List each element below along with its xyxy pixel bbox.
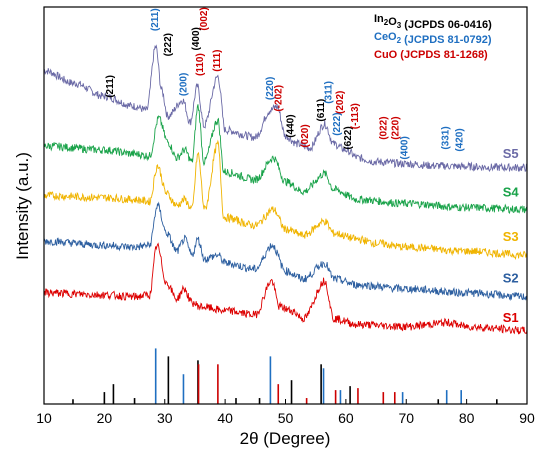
- peak-label: (200): [179, 73, 190, 96]
- peak-label: (-113): [350, 103, 361, 129]
- sample-labels: S5 S4 S3 S2 S1: [503, 146, 520, 325]
- x-tick-label: 70: [398, 410, 414, 426]
- peak-labels: (211)(211)(222)(200)(400)(002)(110) (111)…: [105, 7, 466, 159]
- peak-label: (022): [378, 116, 389, 139]
- legend-entry: In2O3 (JCPDS 06-0416): [374, 13, 492, 31]
- sample-label-s2: S2: [503, 271, 519, 286]
- sample-label-s5: S5: [503, 146, 519, 161]
- series-layer: [43, 44, 528, 335]
- series-line-s4: [43, 104, 528, 214]
- x-tick-label: 30: [157, 410, 173, 426]
- x-tick-label: 80: [459, 410, 475, 426]
- legend: In2O3 (JCPDS 06-0416)CeO2 (JCPDS 81-0792…: [368, 8, 526, 62]
- sample-label-s1: S1: [503, 310, 519, 325]
- peak-label: (331): [441, 126, 452, 149]
- peak-label: (202): [335, 91, 346, 114]
- peak-label: (111): [212, 49, 223, 71]
- reference-lines: [72, 348, 498, 404]
- x-tick-label: 90: [519, 410, 535, 426]
- sample-label-s3: S3: [503, 229, 519, 244]
- peak-label: (110): [195, 53, 206, 76]
- peak-label: (220): [265, 77, 276, 100]
- peak-label: (420): [455, 128, 466, 151]
- peak-label: (002): [199, 7, 210, 30]
- peak-label: (311): [324, 81, 335, 104]
- x-ticks: 10 20 30 40 50 60 70 80 90: [36, 399, 535, 426]
- series-line-s2: [43, 201, 528, 302]
- x-axis-title: 2θ (Degree): [240, 429, 331, 448]
- x-tick-label: 10: [36, 410, 52, 426]
- peak-label: (211): [150, 8, 161, 31]
- peak-label: (622): [343, 126, 354, 149]
- series-line-s3: [43, 139, 528, 261]
- x-tick-label: 50: [278, 410, 294, 426]
- series-line-s1: [43, 242, 528, 335]
- x-tick-label: 60: [338, 410, 354, 426]
- x-tick-label: 20: [97, 410, 113, 426]
- sample-label-s4: S4: [503, 184, 520, 199]
- peak-label: (211): [105, 75, 116, 98]
- peak-label: (-202): [273, 85, 284, 112]
- peak-label: (440): [285, 114, 296, 137]
- legend-entry: CuO (JCPDS 81-1268): [374, 49, 488, 61]
- legend-entry: CeO2 (JCPDS 81-0792): [374, 31, 492, 46]
- x-tick-label: 40: [217, 410, 233, 426]
- peak-label: (222): [163, 33, 174, 56]
- peak-label: (400): [400, 136, 411, 159]
- peak-label: (220): [391, 116, 402, 139]
- series-line-s5: [43, 44, 528, 172]
- legend-box: [368, 8, 526, 62]
- peak-label: (020): [300, 124, 311, 147]
- peak-label: (611): [316, 99, 327, 122]
- peak-label: (222): [332, 112, 343, 135]
- peak-label: (400): [191, 27, 202, 50]
- y-axis-title: Intensity (a.u.): [13, 152, 32, 260]
